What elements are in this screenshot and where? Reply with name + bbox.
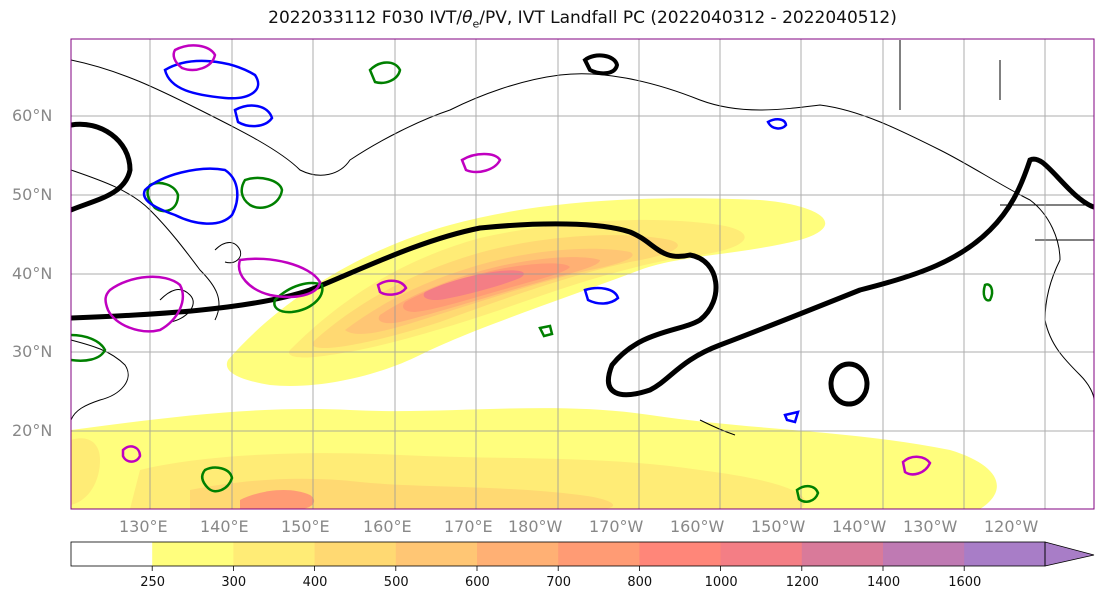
lon-label-150e: 150°E <box>281 517 330 536</box>
lon-label-160e: 160°E <box>363 517 412 536</box>
ivt-shading <box>71 198 997 509</box>
lon-label-130e: 130°E <box>119 517 168 536</box>
lat-label-60n: 60°N <box>12 106 53 125</box>
map-frame <box>70 38 1095 510</box>
colorbar-bin <box>395 542 478 566</box>
colorbar-bin <box>152 542 234 566</box>
colorbar-bin <box>71 542 153 566</box>
ivt-landfall-contour <box>71 53 1094 407</box>
colorbar-bin <box>558 542 640 566</box>
colorbar-bin <box>477 542 559 566</box>
colorbar-bin <box>883 542 965 566</box>
colorbar-tick-label: 300 <box>221 575 247 590</box>
lon-label-160w: 160°W <box>670 517 725 536</box>
lon-label-170e: 170°E <box>444 517 493 536</box>
colorbar-tick-label: 1000 <box>704 575 738 590</box>
colorbar-tick-label: 1400 <box>867 575 901 590</box>
lon-label-180w: 180°W <box>508 517 563 536</box>
colorbar-bin <box>233 542 316 566</box>
colorbar-tick-label: 600 <box>465 575 490 590</box>
colorbar-bin <box>801 542 884 566</box>
colorbar-bin <box>720 542 803 566</box>
colorbar-tick-label: 700 <box>546 575 572 590</box>
colorbar-tick-label: 1600 <box>948 575 982 590</box>
magenta-contours <box>104 44 932 476</box>
lat-label-40n: 40°N <box>12 264 53 283</box>
pv-contours <box>142 59 800 424</box>
colorbar-tick-label: 1200 <box>785 575 819 590</box>
colorbar-bin <box>964 542 1046 566</box>
lat-label-30n: 30°N <box>12 342 53 361</box>
colorbar-ticks <box>151 566 965 571</box>
lon-label-120w: 120°W <box>984 517 1039 536</box>
lon-label-130w: 130°W <box>903 517 958 536</box>
colorbar-tick-label: 800 <box>627 575 653 590</box>
colorbar-tick-label: 500 <box>383 575 409 590</box>
lat-label-20n: 20°N <box>12 421 53 440</box>
colorbar-tick-label: 250 <box>140 575 166 590</box>
lon-label-140e: 140°E <box>200 517 249 536</box>
lon-label-140w: 140°W <box>832 517 887 536</box>
lat-label-50n: 50°N <box>12 185 53 204</box>
chart-title: 2022033112 F030 IVT/θe/PV, IVT Landfall … <box>268 8 897 31</box>
lon-label-150w: 150°W <box>751 517 806 536</box>
lon-label-170w: 170°W <box>589 517 644 536</box>
colorbar <box>71 542 1046 566</box>
colorbar-bin <box>639 542 722 566</box>
colorbar-bin <box>314 542 397 566</box>
colorbar-extend-arrow <box>1044 541 1095 567</box>
coastlines <box>71 40 1094 436</box>
theta-e-contours <box>71 61 994 503</box>
colorbar-tick-label: 400 <box>302 575 328 590</box>
